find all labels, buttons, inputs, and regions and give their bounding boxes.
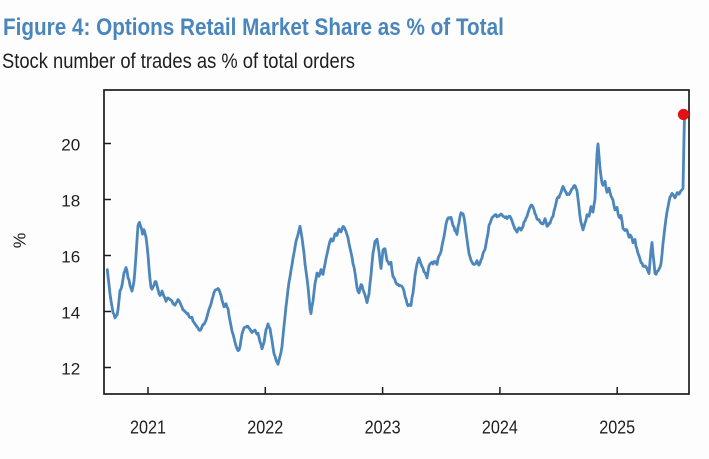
svg-text:18: 18 [61,192,80,211]
svg-text:2021: 2021 [130,418,166,438]
svg-text:2024: 2024 [482,418,518,438]
svg-text:16: 16 [61,248,80,267]
svg-text:12: 12 [61,360,80,379]
svg-text:2023: 2023 [365,418,401,438]
svg-text:20: 20 [61,136,80,155]
svg-text:%: % [10,233,30,249]
svg-text:2025: 2025 [599,418,635,438]
svg-text:14: 14 [61,304,80,323]
svg-text:2022: 2022 [247,418,283,438]
